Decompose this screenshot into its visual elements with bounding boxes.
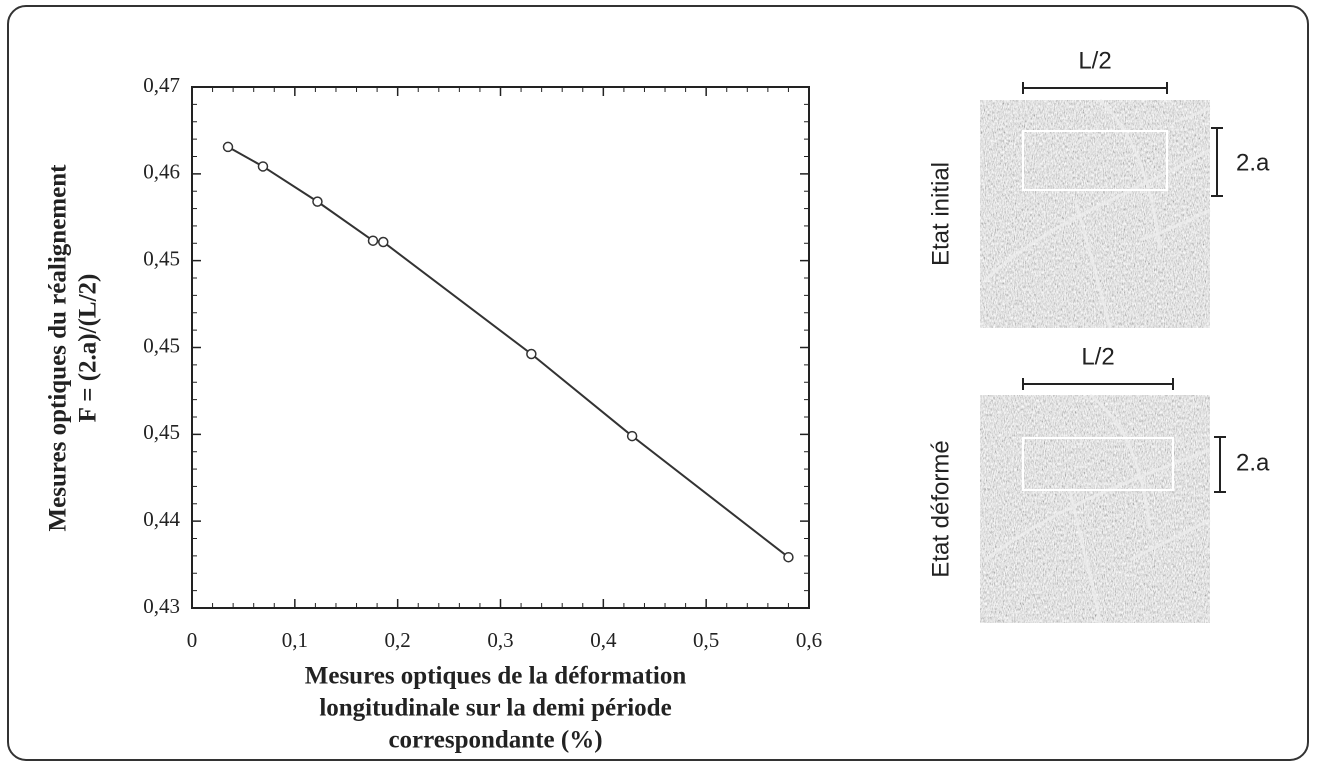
y-axis-label: F = (2.a)/(L/2) bbox=[75, 274, 102, 423]
x-tick-label: 0,6 bbox=[796, 628, 822, 652]
width-label: L/2 bbox=[1078, 47, 1111, 74]
marker bbox=[378, 236, 389, 248]
line bbox=[227, 146, 790, 558]
marker bbox=[222, 141, 234, 153]
y-tick-label: 0,43 bbox=[143, 594, 180, 618]
y-tick-label: 0,45 bbox=[143, 333, 180, 357]
y-tick-label: 0,46 bbox=[143, 160, 180, 184]
y-tick-label: 0,44 bbox=[143, 507, 180, 531]
plot-frame bbox=[191, 86, 810, 609]
frame bbox=[7, 5, 1309, 761]
x-tick-label: 0,5 bbox=[693, 628, 719, 652]
x-tick-label: 0,1 bbox=[282, 628, 308, 652]
y-tick-label: 0,47 bbox=[143, 73, 180, 97]
inset-deformed bbox=[980, 378, 1226, 624]
y-tick-label: 0,45 bbox=[143, 246, 180, 270]
x-tick-label: 0,3 bbox=[487, 628, 513, 652]
width-label: L/2 bbox=[1081, 343, 1114, 370]
marker bbox=[626, 430, 638, 442]
marker bbox=[367, 235, 379, 246]
marker bbox=[312, 196, 323, 207]
micrograph bbox=[980, 100, 1210, 328]
marker bbox=[257, 161, 269, 172]
inset-title: Etat initial bbox=[927, 162, 954, 266]
micrograph bbox=[980, 395, 1210, 623]
plot: 0 0,1 0,2 0,3 0,4 0,5 0,6 0,43 0,44 0,45 0,45 0,45 0… bbox=[45, 73, 822, 754]
x-axis-label: Mesures optiques de la déformation bbox=[305, 663, 687, 690]
x-tick-label: 0,4 bbox=[590, 628, 617, 652]
inset-initial bbox=[980, 82, 1223, 329]
height-label: 2.a bbox=[1236, 149, 1270, 176]
height-label: 2.a bbox=[1236, 449, 1270, 476]
x-axis-label: correspondante (%) bbox=[388, 727, 602, 754]
y-tick-label: 0,45 bbox=[143, 420, 180, 444]
inset-title: Etat déformé bbox=[927, 440, 954, 577]
marker bbox=[526, 348, 537, 360]
y-axis-label: Mesures optiques du réalignement bbox=[45, 164, 72, 532]
x-tick-label: 0 bbox=[187, 628, 198, 652]
x-axis-label: longitudinale sur la demi période bbox=[319, 695, 671, 722]
x-tick-label: 0,2 bbox=[385, 628, 411, 652]
marker bbox=[783, 551, 794, 563]
